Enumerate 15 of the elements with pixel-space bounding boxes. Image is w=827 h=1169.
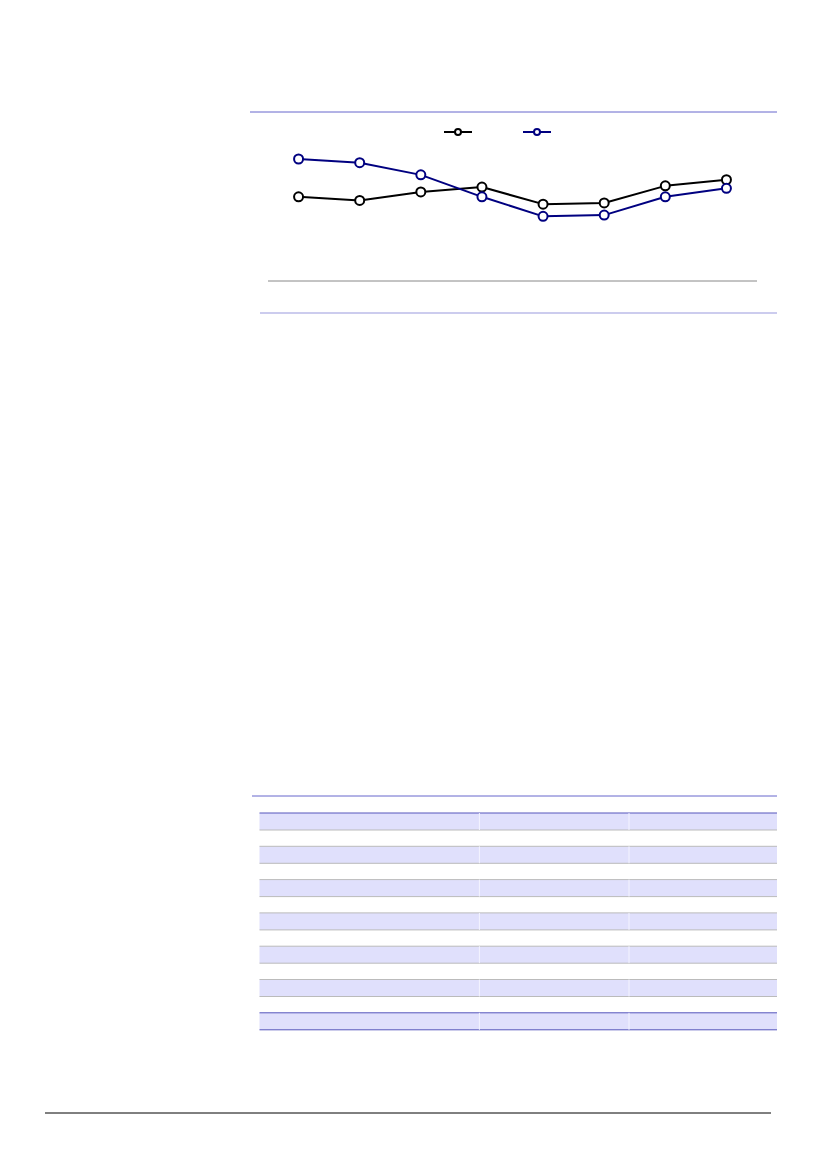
point bbox=[659, 180, 671, 192]
point bbox=[537, 210, 549, 222]
point bbox=[293, 191, 305, 203]
point bbox=[476, 191, 488, 203]
point bbox=[720, 182, 732, 194]
point bbox=[415, 169, 427, 181]
point bbox=[598, 209, 610, 221]
point bbox=[476, 181, 488, 193]
point bbox=[354, 194, 366, 206]
point bbox=[415, 186, 427, 198]
point bbox=[598, 197, 610, 209]
point bbox=[293, 153, 305, 165]
point bbox=[659, 191, 671, 203]
point bbox=[354, 157, 366, 169]
point bbox=[537, 198, 549, 210]
